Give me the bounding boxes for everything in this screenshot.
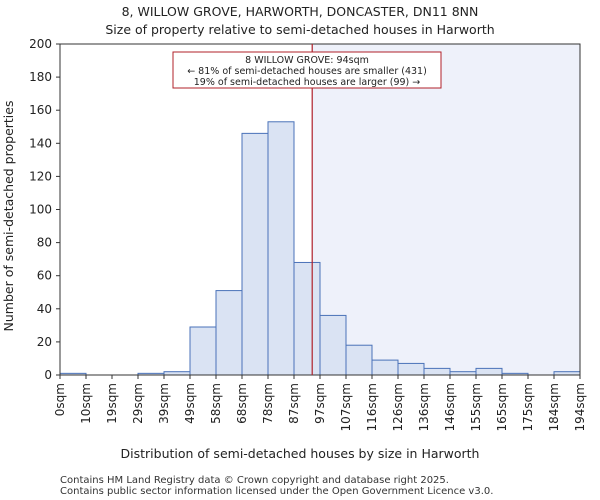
x-tick-label: 116sqm xyxy=(365,383,379,431)
bar-155sqm xyxy=(475,367,503,376)
chart-title-line1: 8, WILLOW GROVE, HARWORTH, DONCASTER, DN… xyxy=(122,4,479,19)
bar-107sqm xyxy=(345,344,373,376)
bar-116sqm xyxy=(371,359,399,376)
bar-87sqm xyxy=(293,261,321,376)
x-tick-label: 78sqm xyxy=(261,383,275,424)
x-tick-label: 146sqm xyxy=(443,383,457,431)
bar-78sqm xyxy=(267,121,295,376)
x-tick-label: 39sqm xyxy=(157,383,171,424)
bar-97sqm xyxy=(319,314,347,376)
x-tick-label: 155sqm xyxy=(469,383,483,431)
annotation-line2: ← 81% of semi-detached houses are smalle… xyxy=(187,66,427,77)
x-tick-label: 87sqm xyxy=(287,383,301,424)
larger-region-shade xyxy=(312,44,580,375)
x-tick-label: 184sqm xyxy=(547,383,561,431)
y-tick-label: 40 xyxy=(37,302,52,316)
x-tick-label: 0sqm xyxy=(53,383,67,416)
y-tick-label: 140 xyxy=(29,136,52,150)
bar-68sqm xyxy=(241,132,269,376)
y-tick-label: 160 xyxy=(29,103,52,117)
footer-line2: Contains public sector information licen… xyxy=(60,486,493,497)
footer-line1: Contains HM Land Registry data © Crown c… xyxy=(60,475,449,486)
y-tick-label: 200 xyxy=(29,37,52,51)
x-tick-label: 58sqm xyxy=(209,383,223,424)
x-tick-label: 19sqm xyxy=(105,383,119,424)
y-axis-label: Number of semi-detached properties xyxy=(1,101,16,332)
x-tick-label: 165sqm xyxy=(495,383,509,431)
x-tick-label: 107sqm xyxy=(339,383,353,431)
x-tick-label: 68sqm xyxy=(235,383,249,424)
chart-title-line2: Size of property relative to semi-detach… xyxy=(105,22,494,37)
x-tick-label: 49sqm xyxy=(183,383,197,424)
x-tick-label: 29sqm xyxy=(131,383,145,424)
x-axis-label: Distribution of semi-detached houses by … xyxy=(121,446,480,461)
annotation-line1: 8 WILLOW GROVE: 94sqm xyxy=(245,55,369,66)
bar-126sqm xyxy=(397,362,425,376)
y-tick-label: 180 xyxy=(29,70,52,84)
x-tick-label: 136sqm xyxy=(417,383,431,431)
x-tick-label: 194sqm xyxy=(573,383,587,431)
bar-49sqm xyxy=(189,326,217,376)
y-tick-label: 60 xyxy=(37,269,52,283)
x-tick-label: 175sqm xyxy=(521,383,535,431)
x-tick-label: 126sqm xyxy=(391,383,405,431)
plot-area: 0 20 40 60 80 100 120 140 160 180 200 0sqm 10sqm 19sq… xyxy=(29,37,587,431)
y-tick-label: 120 xyxy=(29,169,52,183)
bar-58sqm xyxy=(215,290,243,376)
y-tick-label: 100 xyxy=(29,203,52,217)
y-tick-label: 80 xyxy=(37,236,52,250)
bar-136sqm xyxy=(423,367,451,376)
y-tick-label: 20 xyxy=(37,335,52,349)
x-tick-label: 97sqm xyxy=(313,383,327,424)
x-tick-label: 10sqm xyxy=(79,383,93,424)
y-tick-label: 0 xyxy=(44,368,52,382)
annotation-line3: 19% of semi-detached houses are larger (… xyxy=(194,77,421,88)
annotation-box xyxy=(172,51,442,89)
